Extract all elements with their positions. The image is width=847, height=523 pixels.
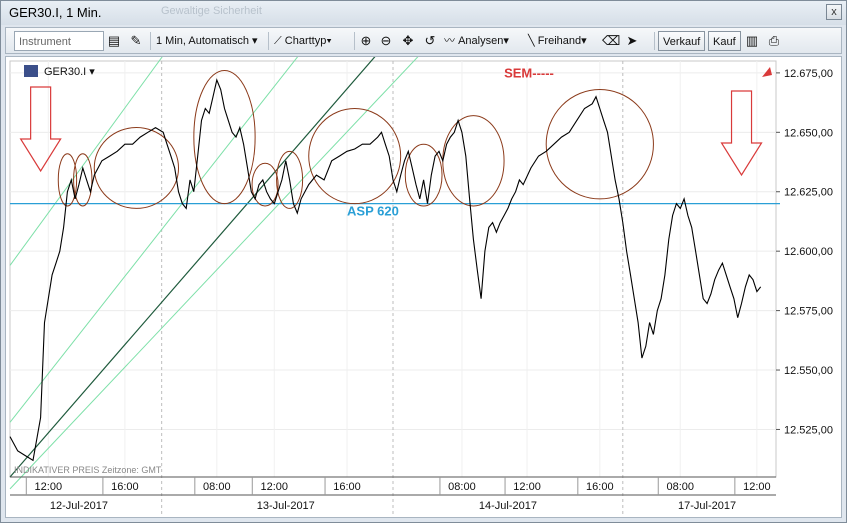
freihand-line-icon: ╲ [528,35,535,47]
down-arrow-left [19,86,62,173]
charttype-label: Charttyp [284,35,327,47]
annotation-ellipse [57,153,78,207]
x-tick-label: 16:00 [586,481,614,493]
interval-label: 1 Min, Automatisch [156,35,249,47]
x-tick-label: 16:00 [333,481,361,493]
chart-area[interactable]: 12.525,00 12.550,00 12.575,00 12.600,00 12.6… [5,13,842,518]
asp-annotation: ASP 620 [347,204,399,219]
y-tick-label: 12.575,00 [784,306,833,318]
print-icon[interactable]: ⎙ [768,33,780,48]
price-chart[interactable]: 12.525,00 12.550,00 12.575,00 12.600,00 12.6… [6,13,841,517]
y-tick-label: 12.650,00 [784,127,833,139]
analysen-menu[interactable]: 〰 Analysen▾ [444,35,509,47]
compare-icon[interactable]: ✎ [130,33,142,48]
interval-select[interactable]: 1 Min, Automatisch ▾ [156,35,258,47]
day-label: 12-Jul-2017 [50,500,108,512]
zoom-in-icon[interactable]: ⊕ [360,33,372,48]
down-arrow-right [720,90,763,177]
charttype-menu[interactable]: ⟋ Charttyp▾ [274,35,332,47]
freihand-label: Freihand [537,35,582,47]
day-label: 13-Jul-2017 [257,500,315,512]
price-footnote: INDIKATIVER PREIS Zeitzone: GMT [14,465,162,475]
toolbar-separator [268,32,269,50]
undo-icon[interactable]: ↺ [424,33,436,48]
toolbar-separator [354,32,355,50]
kauf-button[interactable]: Kauf [708,31,741,51]
zoom-out-icon[interactable]: ⊖ [380,33,392,48]
x-tick-label: 12:00 [35,481,63,493]
y-tick-label: 12.525,00 [784,424,833,436]
window-title: GER30.I, 1 Min. [9,5,102,20]
verkauf-button[interactable]: Verkauf [658,31,706,51]
trend-channel-line [9,17,455,490]
eraser-icon[interactable]: ⌫ [602,33,621,48]
annotation-ellipse [545,89,654,200]
day-label: 14-Jul-2017 [479,500,537,512]
x-tick-label: 12:00 [743,481,771,493]
cursor-icon[interactable]: ➤ [626,33,638,48]
y-tick-label: 12.600,00 [784,246,833,258]
annotation-ellipse [93,127,180,209]
toolbar: Instrument ▤ ✎ 1 Min, Automatisch ▾ ⟋ Ch… [5,27,842,72]
charttype-icon: ⟋ [274,35,282,47]
y-tick-label: 12.675,00 [784,68,833,80]
x-tick-label: 08:00 [666,481,694,493]
chart-symbol-label: GER30.I ▾ [44,66,95,78]
annotation-ellipse [308,108,402,205]
cfd-badge-icon [24,65,38,77]
analysen-icon: 〰 [444,35,455,47]
instrument-picker-icon[interactable]: ▤ [107,33,121,48]
chart-layout-icon[interactable]: ▥ [745,33,759,48]
annotation-ellipse [193,70,256,205]
x-tick-label: 12:00 [513,481,541,493]
trend-channel-line [9,13,333,423]
pan-icon[interactable]: ✥ [402,33,414,48]
trend-channel-line [9,17,409,478]
annotation-ellipse [73,153,93,207]
freihand-menu[interactable]: ╲ Freihand▾ [528,35,587,47]
annotation-ellipse [276,150,304,209]
instrument-input[interactable]: Instrument [14,31,104,51]
x-tick-label: 08:00 [203,481,231,493]
analysen-label: Analysen [458,35,504,47]
trend-flag-icon [762,67,772,77]
toolbar-separator [150,32,151,50]
close-button[interactable]: x [826,4,842,20]
price-series-line [9,78,762,462]
toolbar-separator [654,32,655,50]
y-tick-label: 12.625,00 [784,187,833,199]
title-ghost-text: Gewaltige Sicherheit [161,5,262,17]
x-tick-label: 08:00 [448,481,476,493]
day-label: 17-Jul-2017 [678,500,736,512]
annotation-ellipse [404,143,443,207]
x-tick-label: 12:00 [261,481,289,493]
x-tick-label: 16:00 [111,481,139,493]
y-tick-label: 12.550,00 [784,365,833,377]
annotation-ellipse [251,162,279,207]
sem-annotation: SEM----- [504,66,554,81]
title-bar: GER30.I, 1 Min. Gewaltige Sicherheit x [1,1,846,25]
